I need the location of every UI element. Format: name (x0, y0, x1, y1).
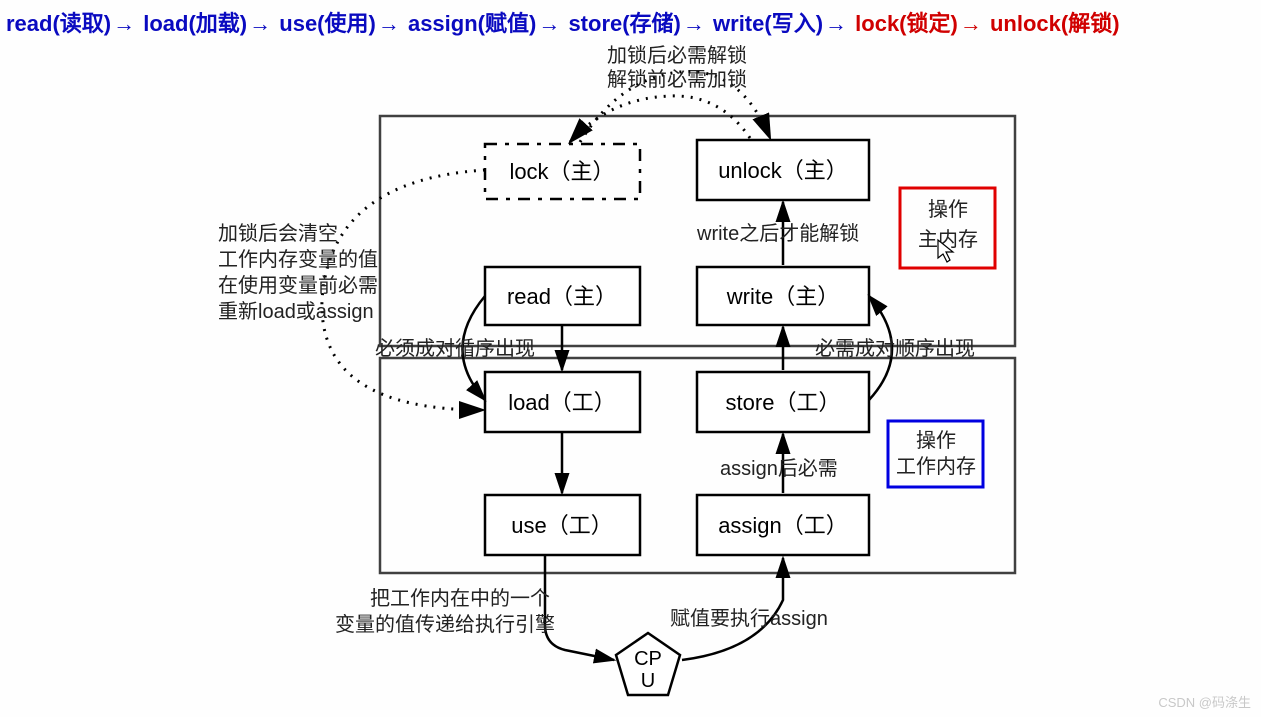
arrow-use-cpu (545, 555, 614, 660)
anno-bl1: 把工作内在中的一个 (370, 587, 550, 610)
watermark-text: CSDN @码涤生 (1158, 692, 1251, 711)
cpu-text-1: CP (634, 648, 662, 670)
anno-pair-left: 必须成对循序出现 (375, 337, 535, 360)
anno-left4: 重新load或assign (218, 300, 374, 323)
node-use-text: use（工） (511, 513, 612, 538)
node-assign-text: assign（工） (718, 513, 848, 538)
main-label-1: 操作 (928, 198, 968, 221)
work-label-2: 工作内存 (896, 455, 976, 478)
anno-top1: 加锁后必需解锁 (607, 44, 747, 67)
cpu-text-2: U (641, 670, 655, 692)
node-lock-text: lock（主） (509, 159, 614, 184)
node-read-text: read（主） (507, 284, 617, 309)
anno-left1: 加锁后会清空 (218, 222, 338, 245)
node-load-text: load（工） (508, 390, 616, 415)
node-unlock-text: unlock（主） (718, 158, 848, 183)
anno-assign-note: assign后必需 (720, 457, 838, 480)
node-store-text: store（工） (726, 390, 841, 415)
dot-unlock-lock (570, 96, 750, 142)
node-write-text: write（主） (726, 284, 839, 309)
diagram-svg: 操作 主内存 操作 工作内存 lock（主） unlock（主） read（主）… (0, 0, 1261, 717)
anno-write-note: write之后才能解锁 (696, 222, 859, 245)
anno-bl2: 变量的值传递给执行引擎 (335, 613, 555, 636)
anno-left2: 工作内存变量的值 (218, 248, 378, 271)
work-label-1: 操作 (916, 429, 956, 452)
anno-pair-right: 必需成对顺序出现 (815, 337, 975, 360)
anno-left3: 在使用变量前必需 (218, 274, 378, 297)
anno-top2: 解锁前必需加锁 (607, 68, 747, 91)
anno-br: 赋值要执行assign (670, 607, 828, 630)
